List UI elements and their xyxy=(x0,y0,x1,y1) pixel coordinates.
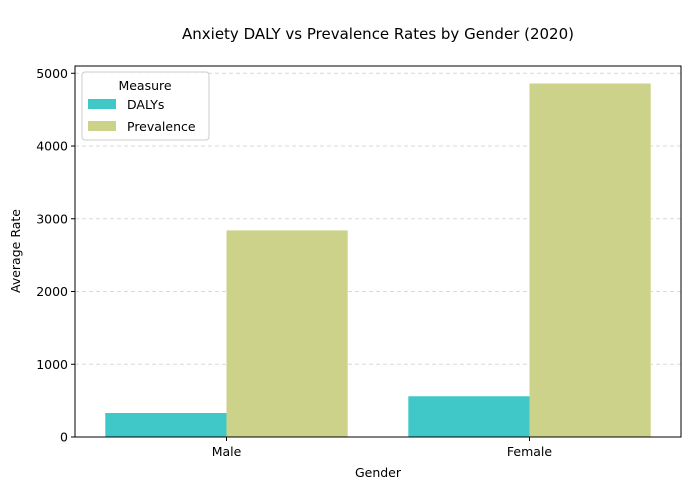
y-tick-label: 1000 xyxy=(36,357,68,372)
bar-dalys-female xyxy=(408,396,530,437)
x-tick-label: Female xyxy=(507,444,553,459)
x-axis-label: Gender xyxy=(355,465,402,480)
legend-swatch-prevalence xyxy=(88,121,116,131)
plot-frame xyxy=(74,65,682,438)
legend-swatch-dalys xyxy=(88,99,116,109)
legend-label-dalys: DALYs xyxy=(127,97,164,112)
legend-title: Measure xyxy=(118,78,171,93)
bar-dalys-male xyxy=(105,412,227,437)
bars xyxy=(105,83,651,437)
y-tick-label: 4000 xyxy=(36,139,68,154)
y-axis-label: Average Rate xyxy=(8,209,23,293)
legend-label-prevalence: Prevalence xyxy=(127,119,196,134)
chart-title: Anxiety DALY vs Prevalence Rates by Gend… xyxy=(182,25,574,43)
y-tick-label: 2000 xyxy=(36,284,68,299)
x-tick-label: Male xyxy=(212,444,242,459)
bar-prevalence-male xyxy=(226,230,348,437)
y-tick-label: 5000 xyxy=(36,66,68,81)
legend: Measure DALYs Prevalence xyxy=(81,71,210,141)
y-axis-ticks: 0 1000 2000 3000 4000 5000 xyxy=(36,66,75,445)
y-tick-label: 0 xyxy=(60,430,68,445)
bar-prevalence-female xyxy=(529,83,651,437)
x-axis-ticks: Male Female xyxy=(212,437,553,459)
y-tick-label: 3000 xyxy=(36,211,68,226)
